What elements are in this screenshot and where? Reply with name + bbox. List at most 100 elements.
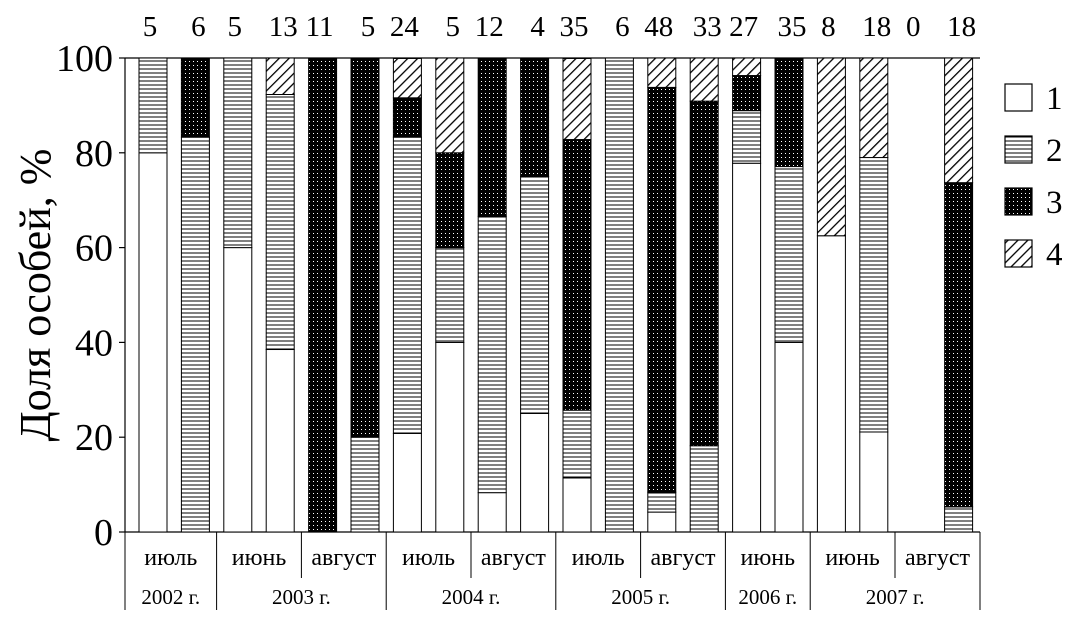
sample-size-label: 18 — [947, 11, 976, 43]
y-tick-label: 0 — [94, 512, 113, 554]
bar-segment — [859, 431, 889, 533]
sample-size-label: 0 — [906, 11, 921, 43]
bar-segment — [180, 136, 210, 533]
bar-segment — [562, 409, 592, 479]
legend-label: 3 — [1046, 185, 1063, 221]
bar-segment — [732, 75, 762, 112]
bar-segment — [562, 139, 592, 411]
bar-segment — [562, 57, 592, 141]
bar-segment — [647, 86, 677, 493]
year-label: 2007 г. — [866, 585, 925, 609]
bar-segment — [647, 57, 677, 88]
sample-size-label: 18 — [862, 11, 891, 43]
bar-segment — [477, 57, 507, 217]
month-label: август — [651, 545, 716, 571]
legend-swatch — [1004, 239, 1033, 268]
sample-size-label: 24 — [390, 11, 420, 43]
sample-size-label: 11 — [306, 11, 334, 43]
bar-segment — [435, 152, 465, 249]
sample-size-label: 6 — [615, 11, 630, 43]
bar-segment — [562, 477, 592, 533]
sample-size-labels: 5 6 5 13 11 5 24 5 12 4 35 6 48 33 27 35 8 18 0 18 — [143, 11, 976, 43]
sample-size-label: 33 — [693, 11, 722, 43]
bar-segment — [732, 162, 762, 533]
legend-swatch — [1004, 135, 1033, 164]
bar-segment — [944, 57, 974, 184]
bar-segment — [732, 57, 762, 77]
month-label: июль — [144, 545, 197, 571]
legend: 1 2 3 4 — [1004, 81, 1063, 273]
bar-segment — [774, 166, 804, 343]
bar-segment — [816, 235, 846, 533]
bar-segment — [647, 511, 677, 533]
month-labels: июль июнь август июль август июль август июнь ию… — [124, 532, 981, 610]
legend-swatch — [1004, 83, 1033, 112]
month-label: август — [481, 545, 546, 571]
sample-size-label: 5 — [361, 11, 376, 43]
bar-segment — [944, 506, 974, 533]
bar-segment — [265, 57, 295, 95]
sample-size-label: 6 — [191, 11, 206, 43]
legend-label: 1 — [1046, 81, 1063, 117]
bar-segment — [520, 413, 550, 533]
sample-size-label: 13 — [269, 11, 298, 43]
bar-segment — [689, 445, 719, 533]
year-labels: 2002 г. 2003 г. 2004 г. 2005 г. 2006 г. 2007 … — [141, 585, 924, 609]
y-tick-label: 20 — [75, 417, 113, 459]
year-label: 2006 г. — [738, 585, 797, 609]
bar-segment — [859, 157, 889, 433]
bar-segment — [435, 247, 465, 343]
bar-segment — [265, 93, 295, 351]
sample-size-label: 5 — [143, 11, 158, 43]
month-label: август — [905, 545, 970, 571]
bar-segment — [520, 57, 550, 177]
bar-segment — [392, 432, 422, 533]
y-tick-label: 100 — [56, 38, 113, 80]
bar-segment — [944, 182, 974, 508]
sample-size-label: 8 — [821, 11, 836, 43]
bar-segment — [732, 110, 762, 164]
month-label: июнь — [741, 545, 796, 571]
y-ticks: 0 20 40 60 80 100 — [56, 38, 125, 554]
bar-segment — [392, 136, 422, 434]
year-label: 2002 г. — [141, 585, 200, 609]
bar-segment — [350, 436, 380, 533]
bar-segment — [689, 57, 719, 102]
bar-segment — [392, 57, 422, 99]
year-label: 2005 г. — [611, 585, 670, 609]
axes — [124, 57, 980, 533]
year-label: 2004 г. — [442, 585, 501, 609]
bar-segment — [477, 215, 507, 494]
month-label: июль — [572, 545, 625, 571]
bar-segment — [308, 57, 338, 533]
bar-segment — [435, 57, 465, 154]
bar-segment — [435, 341, 465, 533]
bar-segment — [774, 341, 804, 533]
sample-size-label: 48 — [644, 11, 673, 43]
bar-segment — [180, 57, 210, 138]
legend-swatch — [1004, 187, 1033, 216]
bar-segment — [223, 57, 253, 249]
bar-segment — [774, 57, 804, 168]
bar-segment — [350, 57, 380, 438]
bar-segment — [647, 491, 677, 513]
bar-segment — [520, 176, 550, 414]
sample-size-label: 35 — [778, 11, 807, 43]
bar-segment — [138, 152, 168, 533]
bar-segment — [689, 100, 719, 447]
bar-segment — [859, 57, 889, 159]
legend-label: 4 — [1046, 237, 1063, 273]
bar-segment — [223, 247, 253, 533]
bar-segment — [265, 349, 295, 533]
bars — [138, 57, 974, 533]
sample-size-label: 35 — [560, 11, 589, 43]
bar-segment — [392, 97, 422, 138]
sample-size-label: 4 — [530, 11, 545, 43]
month-label: июль — [402, 545, 455, 571]
y-tick-label: 40 — [75, 322, 113, 364]
month-label: июнь — [825, 545, 880, 571]
y-tick-label: 80 — [75, 133, 113, 175]
sample-size-label: 5 — [228, 11, 243, 43]
month-label: июнь — [232, 545, 287, 571]
